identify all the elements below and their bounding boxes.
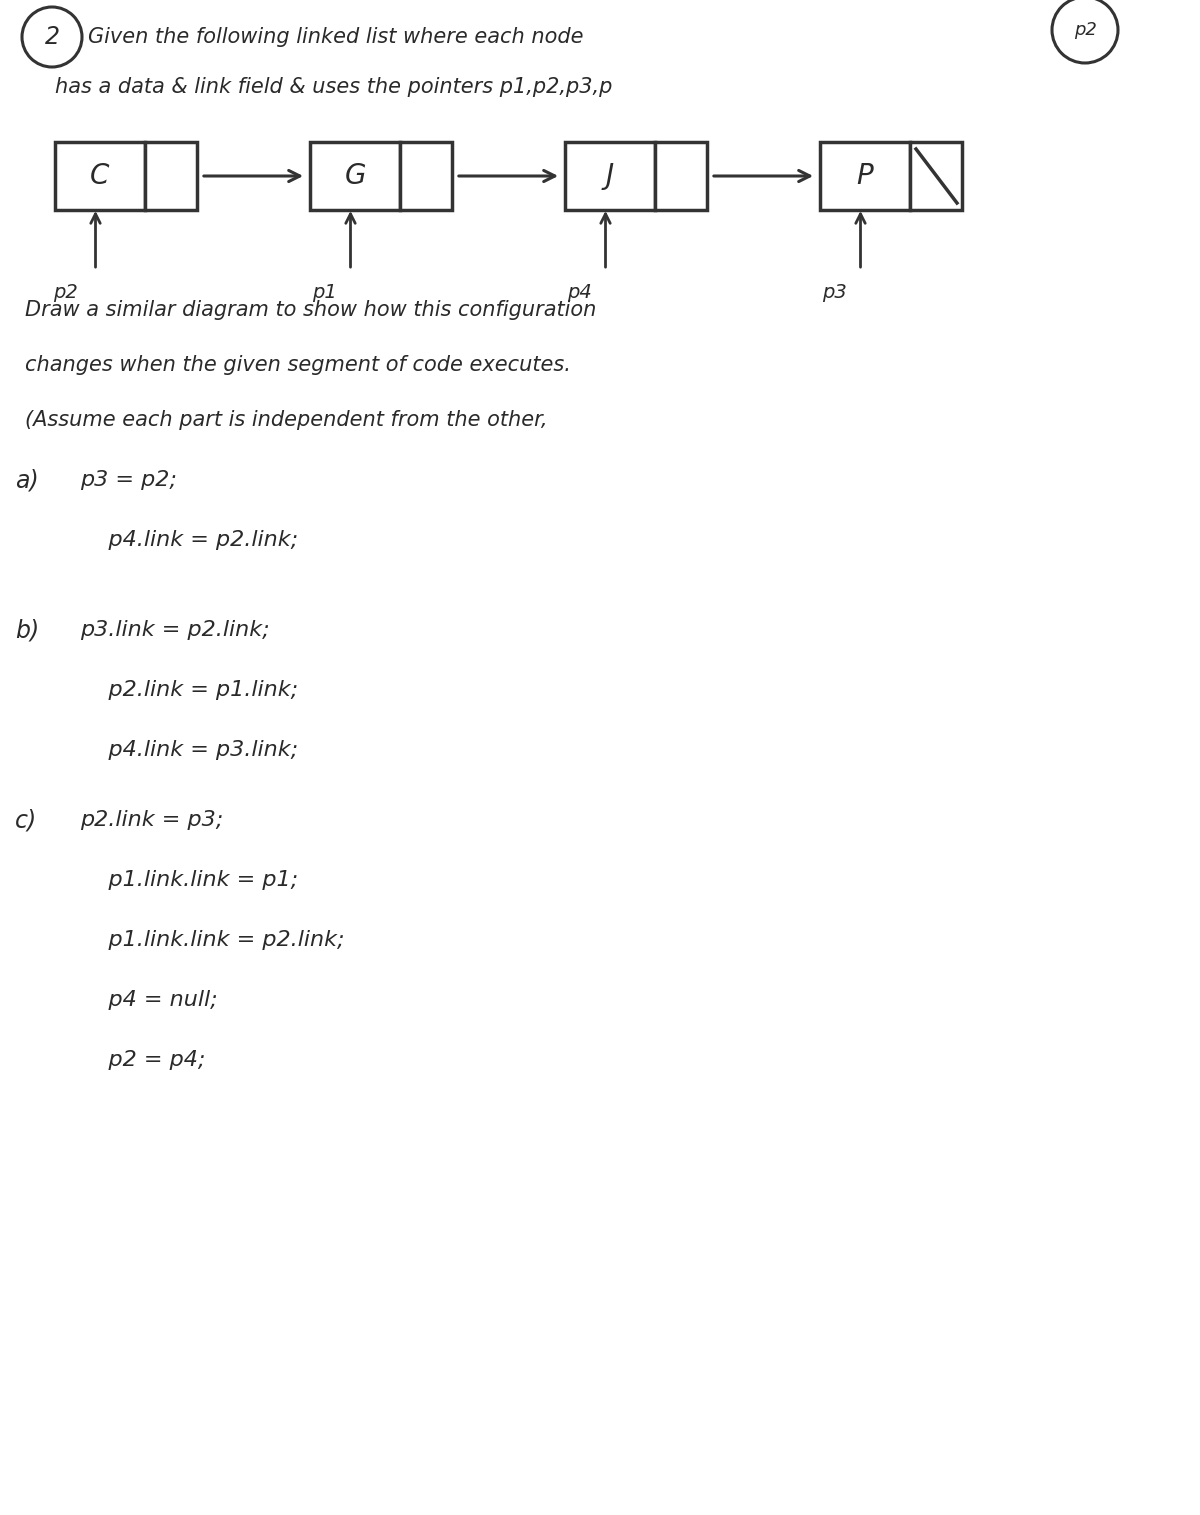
Text: p3: p3 <box>822 282 847 301</box>
Text: p1: p1 <box>312 282 337 301</box>
Text: p2: p2 <box>1074 21 1097 39</box>
Text: has a data & link field & uses the pointers p1,p2,p3,p: has a data & link field & uses the point… <box>55 77 612 97</box>
Text: p2 = p4;: p2 = p4; <box>80 1050 205 1070</box>
Text: p1.link.link = p2.link;: p1.link.link = p2.link; <box>80 930 344 950</box>
Text: p4.link = p3.link;: p4.link = p3.link; <box>80 739 298 761</box>
Text: b): b) <box>14 618 40 642</box>
Text: changes when the given segment of code executes.: changes when the given segment of code e… <box>25 355 571 376</box>
Bar <box>310 142 400 211</box>
Text: Given the following linked list where each node: Given the following linked list where ea… <box>88 27 583 47</box>
Text: p4 = null;: p4 = null; <box>80 989 217 1011</box>
Text: p4: p4 <box>568 282 593 301</box>
Text: Draw a similar diagram to show how this configuration: Draw a similar diagram to show how this … <box>25 300 596 320</box>
Text: p2.link = p1.link;: p2.link = p1.link; <box>80 680 298 700</box>
Text: a): a) <box>14 468 38 492</box>
Text: p3 = p2;: p3 = p2; <box>80 470 176 489</box>
Bar <box>655 142 707 211</box>
Text: G: G <box>344 162 366 189</box>
Text: P: P <box>857 162 874 189</box>
Text: C: C <box>90 162 109 189</box>
Bar <box>145 142 197 211</box>
Text: p2: p2 <box>54 282 78 301</box>
Bar <box>910 142 962 211</box>
Text: J: J <box>606 162 614 189</box>
Bar <box>565 142 655 211</box>
Text: p1.link.link = p1;: p1.link.link = p1; <box>80 870 298 889</box>
Text: p4.link = p2.link;: p4.link = p2.link; <box>80 530 298 550</box>
Text: (Assume each part is independent from the other,: (Assume each part is independent from th… <box>25 411 547 430</box>
Bar <box>55 142 145 211</box>
Text: p2.link = p3;: p2.link = p3; <box>80 811 223 830</box>
Bar <box>820 142 910 211</box>
Text: p3.link = p2.link;: p3.link = p2.link; <box>80 620 270 639</box>
Bar <box>400 142 452 211</box>
Text: c): c) <box>14 807 37 832</box>
Text: 2: 2 <box>44 26 60 48</box>
